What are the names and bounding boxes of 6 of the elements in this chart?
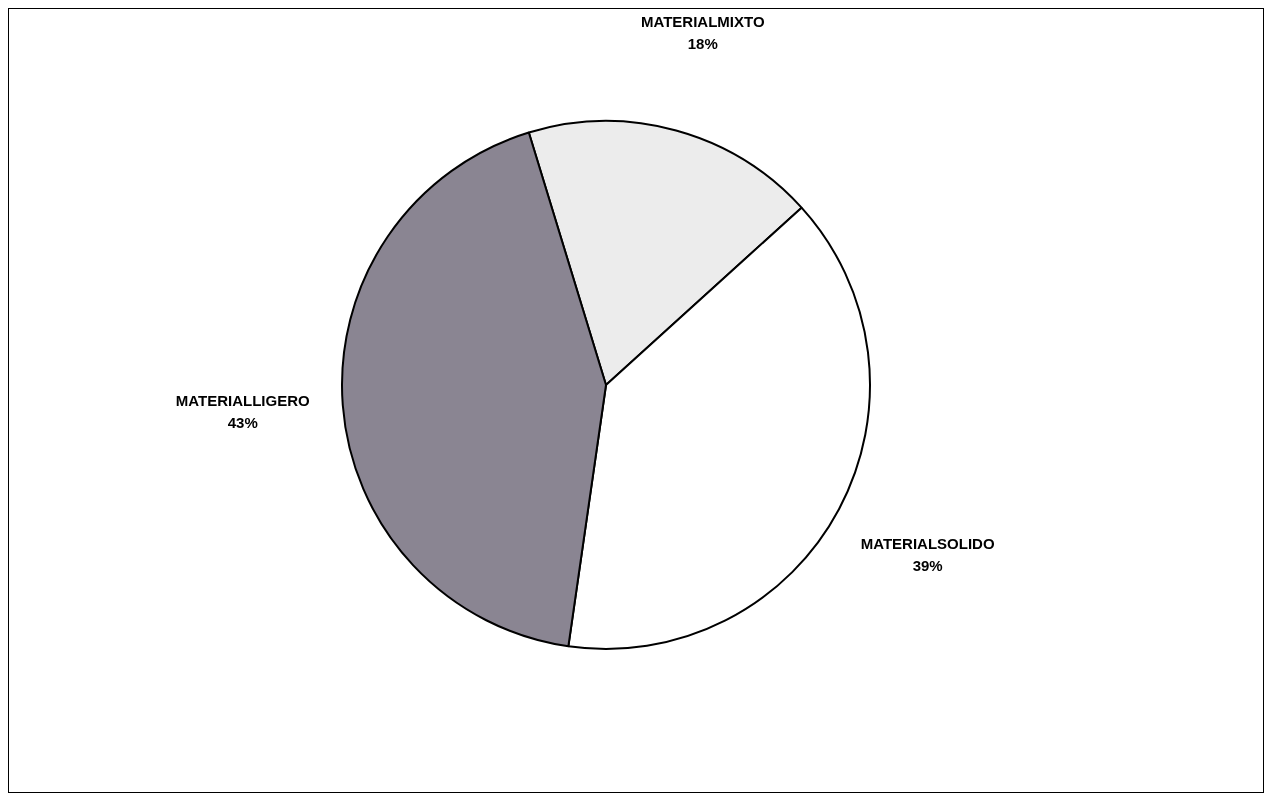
data-label: 39% [912, 557, 943, 575]
slice-label: MATERIALSOLIDO [860, 535, 995, 553]
data-label: 43% [227, 414, 258, 432]
slice-label: MATERIALMIXTO [640, 12, 765, 30]
data-label: 18% [687, 34, 718, 52]
slice-label: MATERIALLIGERO [175, 392, 311, 410]
